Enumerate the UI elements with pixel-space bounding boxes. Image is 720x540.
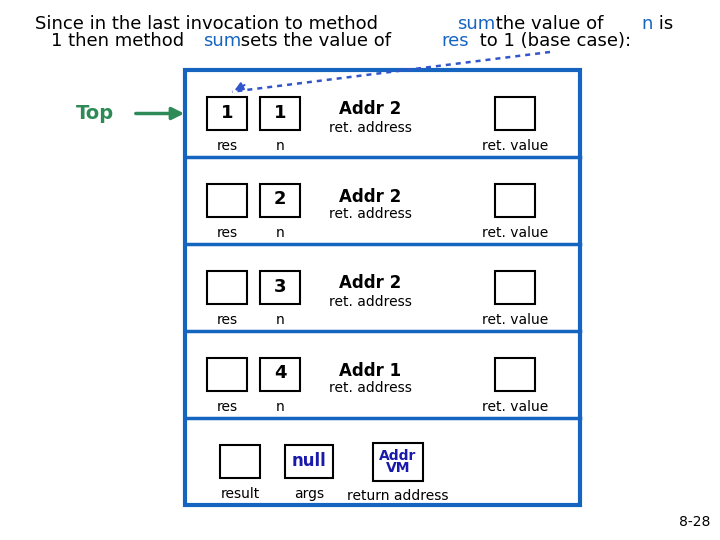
Text: ret. address: ret. address — [328, 294, 411, 308]
Bar — [207, 271, 247, 304]
Text: ret. value: ret. value — [482, 226, 548, 240]
Text: 3: 3 — [274, 278, 287, 295]
Text: res: res — [217, 400, 238, 414]
Bar — [207, 97, 247, 130]
Text: null: null — [292, 451, 326, 469]
Bar — [495, 97, 535, 130]
Bar — [260, 358, 300, 391]
Bar — [220, 445, 260, 478]
Text: Addr 1: Addr 1 — [339, 361, 401, 380]
Bar — [260, 184, 300, 217]
Bar — [495, 358, 535, 391]
Text: n: n — [276, 400, 284, 414]
Bar — [495, 271, 535, 304]
Bar — [373, 442, 423, 481]
Text: n: n — [642, 15, 653, 33]
Text: Addr: Addr — [379, 449, 417, 462]
Text: n: n — [276, 226, 284, 240]
Bar — [495, 184, 535, 217]
Text: ret. address: ret. address — [328, 381, 411, 395]
Text: ret. value: ret. value — [482, 313, 548, 327]
Bar — [260, 271, 300, 304]
Text: Top: Top — [76, 104, 114, 123]
Text: to 1 (base case):: to 1 (base case): — [474, 32, 631, 50]
Text: is: is — [652, 15, 672, 33]
Text: res: res — [441, 32, 469, 50]
Text: 1: 1 — [274, 104, 287, 122]
Text: ret. address: ret. address — [328, 207, 411, 221]
Text: 8-28: 8-28 — [679, 515, 710, 529]
Text: n: n — [276, 313, 284, 327]
Bar — [260, 97, 300, 130]
Text: Addr 2: Addr 2 — [339, 274, 401, 293]
Text: res: res — [217, 226, 238, 240]
Bar — [207, 358, 247, 391]
Text: res: res — [217, 313, 238, 327]
Text: VM: VM — [386, 462, 410, 476]
Text: 2: 2 — [274, 191, 287, 208]
Text: ret. value: ret. value — [482, 139, 548, 153]
Text: Since in the last invocation to method: Since in the last invocation to method — [35, 15, 384, 33]
Bar — [285, 445, 333, 478]
Bar — [185, 70, 580, 505]
Text: n: n — [276, 139, 284, 153]
Bar — [207, 184, 247, 217]
Text: sum: sum — [203, 32, 241, 50]
Text: sum: sum — [457, 15, 496, 33]
Text: ret. value: ret. value — [482, 400, 548, 414]
Text: return address: return address — [347, 489, 449, 503]
Text: Addr 2: Addr 2 — [339, 187, 401, 206]
Text: 4: 4 — [274, 364, 287, 382]
Text: sets the value of: sets the value of — [235, 32, 397, 50]
Text: 1 then method: 1 then method — [51, 32, 190, 50]
Text: 1: 1 — [221, 104, 233, 122]
Text: the value of: the value of — [490, 15, 609, 33]
Text: Addr 2: Addr 2 — [339, 100, 401, 118]
Text: args: args — [294, 487, 324, 501]
Text: result: result — [220, 487, 260, 501]
Text: ret. address: ret. address — [328, 120, 411, 134]
Text: res: res — [217, 139, 238, 153]
